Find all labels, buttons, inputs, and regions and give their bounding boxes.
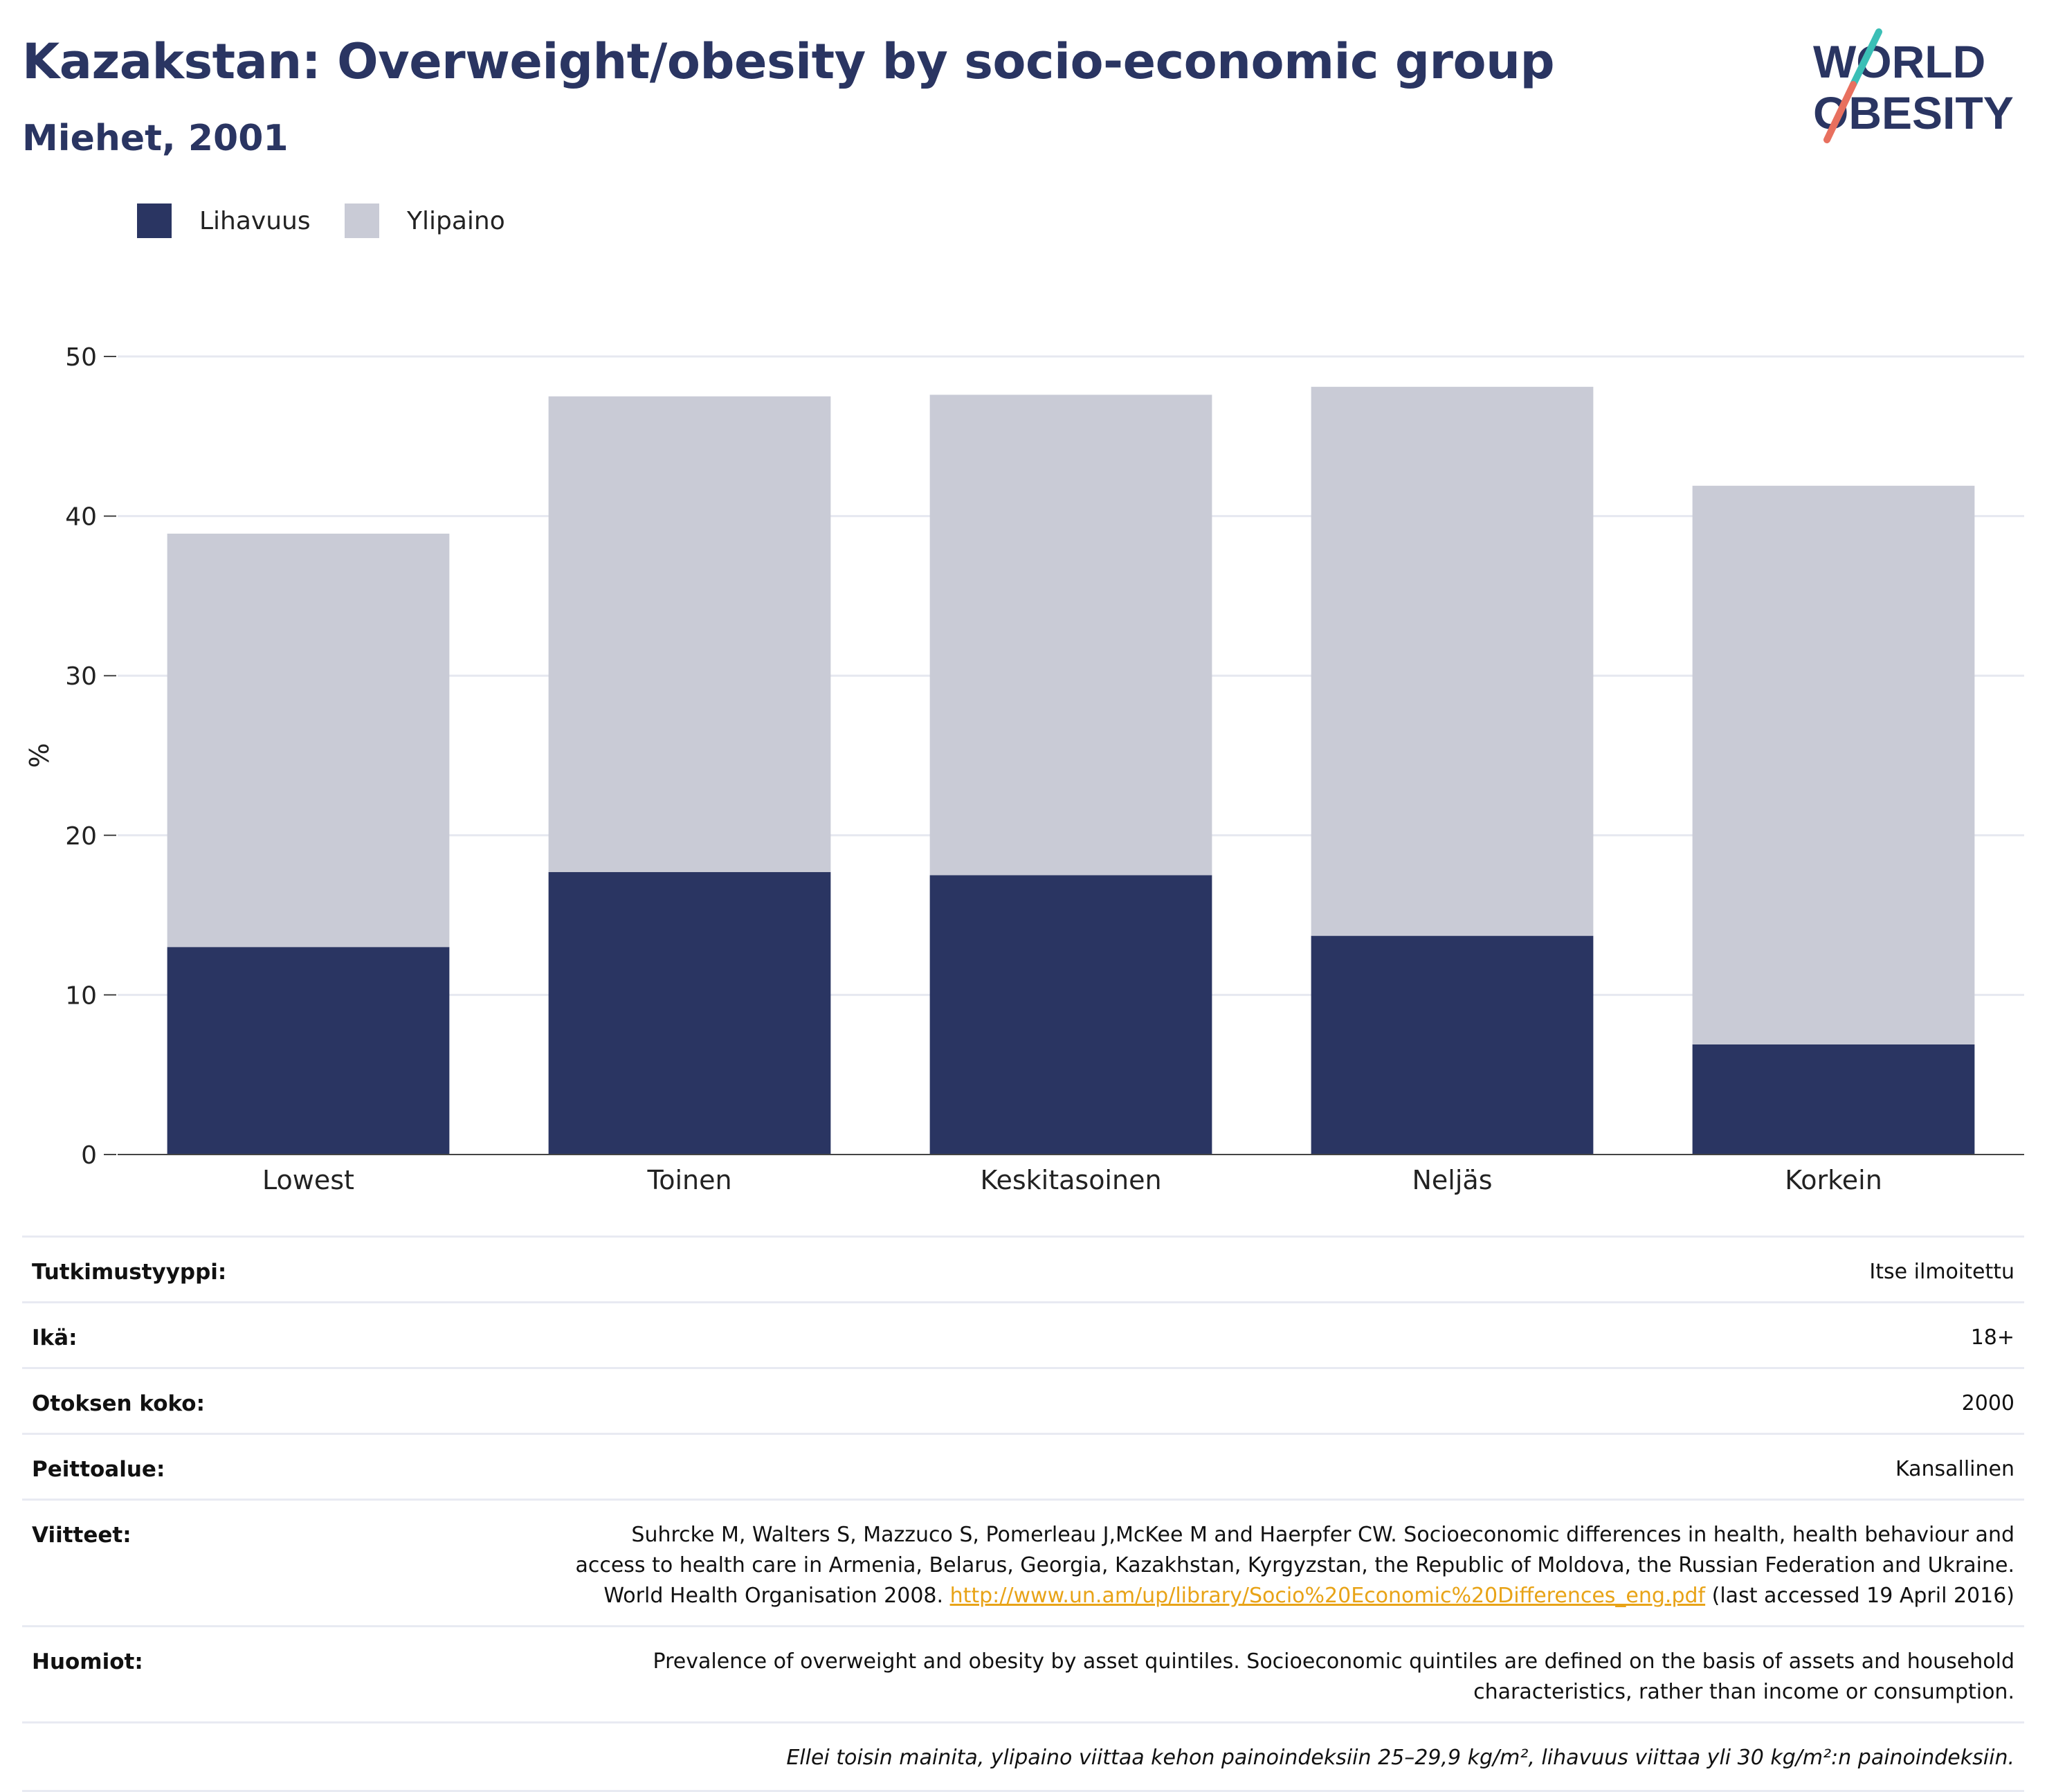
metadata-table: Tutkimustyyppi: Itse ilmoitettu Ikä: 18+…	[22, 1236, 2024, 1792]
meta-key: Viitteet:	[32, 1523, 131, 1548]
logo-stripe-coral	[1823, 81, 1857, 143]
meta-key: Peittoalue:	[32, 1457, 165, 1482]
legend-swatch-ylipaino	[345, 203, 379, 238]
meta-key: Huomiot:	[32, 1649, 143, 1674]
bar-ylipaino-lowest	[167, 533, 450, 948]
chart-subtitle: Miehet, 2001	[22, 118, 289, 159]
world-obesity-logo: WORLD OBESITY	[1813, 28, 2014, 143]
reference-link[interactable]: http://www.un.am/up/library/Socio%20Econ…	[949, 1584, 1706, 1608]
meta-value: 18+	[1970, 1325, 2014, 1350]
y-tick-label: 10	[65, 981, 97, 1010]
meta-row-sample-size: Otoksen koko: 2000	[22, 1367, 2024, 1433]
x-tick-label: Neljäs	[1412, 1165, 1492, 1195]
x-tick-label: Keskitasoinen	[980, 1165, 1161, 1195]
y-tick-label: 0	[81, 1141, 97, 1170]
meta-key: Tutkimustyyppi:	[32, 1260, 227, 1285]
y-tick-label: 50	[65, 343, 97, 372]
references-text-before: Suhrcke M, Walters S, Mazzuco S, Pomerle…	[575, 1523, 2014, 1608]
bar-ylipaino-keskitasoinen	[929, 395, 1212, 876]
bar-lihavuus-neljäs	[1311, 936, 1594, 1155]
meta-value: Prevalence of overweight and obesity by …	[653, 1649, 2014, 1704]
bar-ylipaino-toinen	[548, 396, 831, 872]
bar-lihavuus-toinen	[548, 871, 831, 1155]
y-tick-label: 20	[65, 822, 97, 851]
y-tick-label: 30	[65, 662, 97, 691]
bar-chart: 0 10 20 30 40 50% Lowest Toinen Keskitasoinen Nel…	[24, 343, 2024, 1195]
meta-value: 2000	[1961, 1391, 2014, 1415]
x-tick-label: Toinen	[646, 1165, 731, 1195]
meta-row-coverage: Peittoalue: Kansallinen	[22, 1433, 2024, 1499]
x-tick-label: Lowest	[262, 1165, 354, 1195]
meta-value: Itse ilmoitettu	[1869, 1260, 2014, 1284]
y-tick-label: 40	[65, 503, 97, 532]
logo-stripe-teal	[1850, 28, 1882, 88]
bar-lihavuus-korkein	[1692, 1044, 1975, 1155]
footnote: Ellei toisin mainita, ylipaino viittaa k…	[22, 1721, 2024, 1792]
references-text: Suhrcke M, Walters S, Mazzuco S, Pomerle…	[561, 1520, 2014, 1611]
chart-title: Kazakstan: Overweight/obesity by socio-e…	[22, 33, 1555, 90]
legend-label: Ylipaino	[407, 206, 505, 235]
x-tick-label: Korkein	[1785, 1165, 1882, 1195]
meta-row-study-type: Tutkimustyyppi: Itse ilmoitettu	[22, 1236, 2024, 1301]
logo-line1: WORLD	[1813, 36, 1985, 87]
bar-ylipaino-neljäs	[1311, 386, 1594, 936]
meta-value: Kansallinen	[1895, 1457, 2014, 1481]
meta-key: Otoksen koko:	[32, 1391, 205, 1416]
references-text-after: (last accessed 19 April 2016)	[1705, 1584, 2014, 1608]
meta-row-references: Viitteet: Suhrcke M, Walters S, Mazzuco …	[22, 1499, 2024, 1625]
y-axis-label: %	[24, 743, 55, 768]
legend-item-ylipaino[interactable]: Ylipaino	[345, 203, 505, 238]
legend-swatch-lihavuus	[137, 203, 172, 238]
legend-label: Lihavuus	[199, 206, 311, 235]
meta-row-age: Ikä: 18+	[22, 1301, 2024, 1367]
bar-lihavuus-keskitasoinen	[929, 875, 1212, 1155]
meta-row-notes: Huomiot: Prevalence of overweight and ob…	[22, 1625, 2024, 1721]
bar-lihavuus-lowest	[167, 947, 450, 1155]
bar-ylipaino-korkein	[1692, 485, 1975, 1044]
meta-key: Ikä:	[32, 1325, 78, 1350]
legend-item-lihavuus[interactable]: Lihavuus	[137, 203, 311, 238]
